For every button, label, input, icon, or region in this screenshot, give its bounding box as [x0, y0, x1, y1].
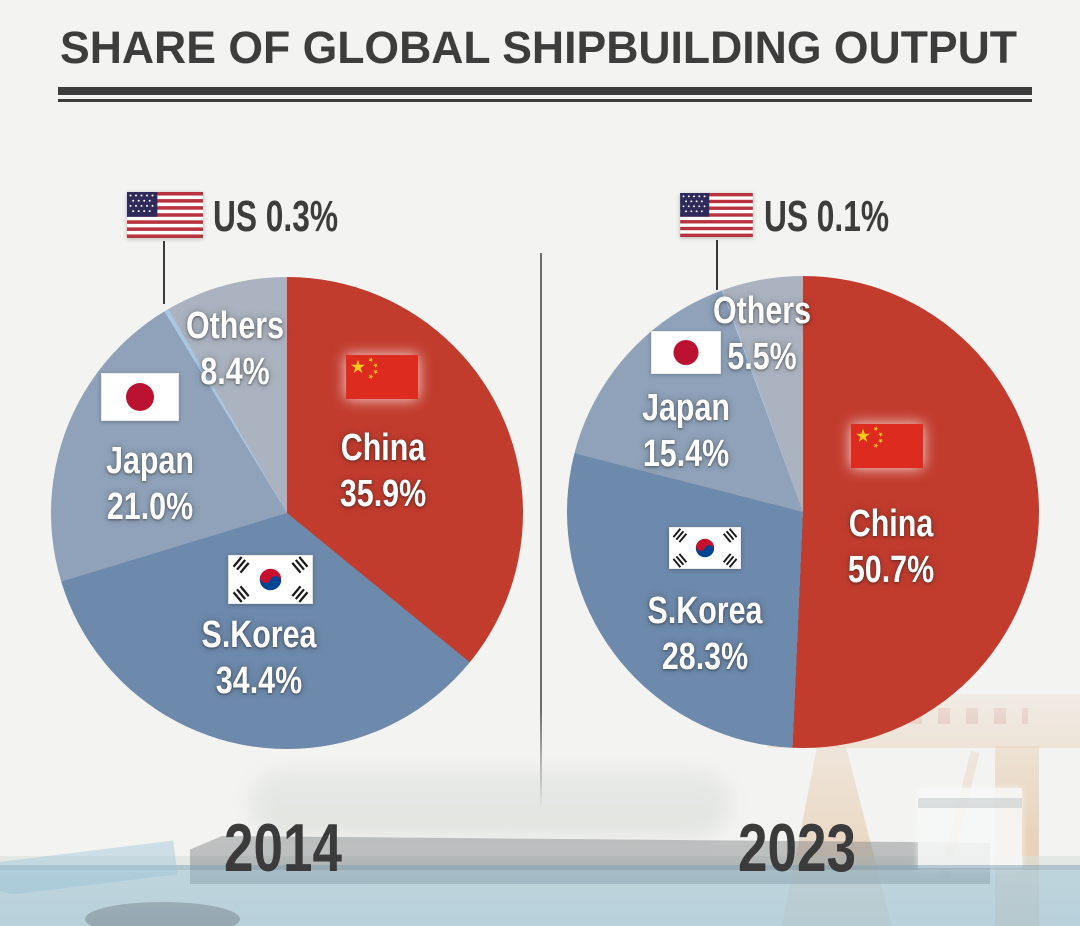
us-callout-line-2023 — [716, 240, 718, 290]
slice-label-japan-2023: Japan 15.4% — [598, 385, 774, 478]
slice-name: China — [848, 503, 934, 545]
south-korea-flag-icon — [228, 555, 313, 604]
slice-name: Japan — [106, 440, 194, 482]
china-flag-icon — [851, 424, 923, 468]
slice-percent: 34.4% — [215, 660, 303, 703]
slice-percent: 5.5% — [727, 336, 797, 379]
slice-name: S.Korea — [201, 614, 317, 656]
title-rule-thick — [58, 87, 1032, 95]
slice-percent: 28.3% — [661, 636, 749, 679]
pie-group-2014: China 35.9% S.Korea 34.4% Japan 21.0% Ot… — [51, 277, 523, 749]
slice-name: Others — [186, 305, 284, 347]
slice-label-others-2014: Others 8.4% — [147, 303, 323, 396]
year-label-2014: 2014 — [224, 810, 342, 886]
slice-percent: 8.4% — [200, 351, 270, 394]
us-flag-icon — [680, 193, 753, 237]
pie-chart-2023 — [567, 276, 1039, 748]
pie-group-2023: China 50.7% S.Korea 28.3% Japan 15.4% Ot… — [567, 276, 1039, 748]
slice-percent: 15.4% — [642, 433, 730, 476]
year-label-2023: 2023 — [738, 810, 856, 886]
slice-name: Japan — [642, 387, 730, 429]
slice-label-china-2023: China 50.7% — [803, 501, 979, 594]
slice-name: Others — [713, 290, 811, 332]
pie-chart-2014 — [51, 277, 523, 749]
slice-name: S.Korea — [647, 590, 763, 632]
slice-percent: 50.7% — [847, 549, 935, 592]
slice-percent: 21.0% — [106, 486, 194, 529]
us-callout-label-2014: US 0.3% — [213, 192, 339, 241]
us-flag-icon — [127, 192, 203, 238]
title-rule-thin — [58, 99, 1032, 102]
slice-label-japan-2014: Japan 21.0% — [62, 438, 238, 531]
china-flag-icon — [346, 355, 418, 399]
slice-label-china-2014: China 35.9% — [295, 425, 471, 518]
us-callout-label-2023: US 0.1% — [764, 192, 890, 241]
us-callout-line-2014 — [163, 241, 165, 304]
slice-label-skorea-2014: S.Korea 34.4% — [171, 612, 347, 705]
page-title: SHARE OF GLOBAL SHIPBUILDING OUTPUT — [60, 22, 1018, 73]
slice-percent: 35.9% — [339, 473, 427, 516]
center-divider-line — [540, 253, 542, 809]
slice-label-skorea-2023: S.Korea 28.3% — [617, 588, 793, 681]
south-korea-flag-icon — [669, 527, 741, 569]
slice-name: China — [340, 427, 426, 469]
slice-label-others-2023: Others 5.5% — [674, 288, 850, 381]
